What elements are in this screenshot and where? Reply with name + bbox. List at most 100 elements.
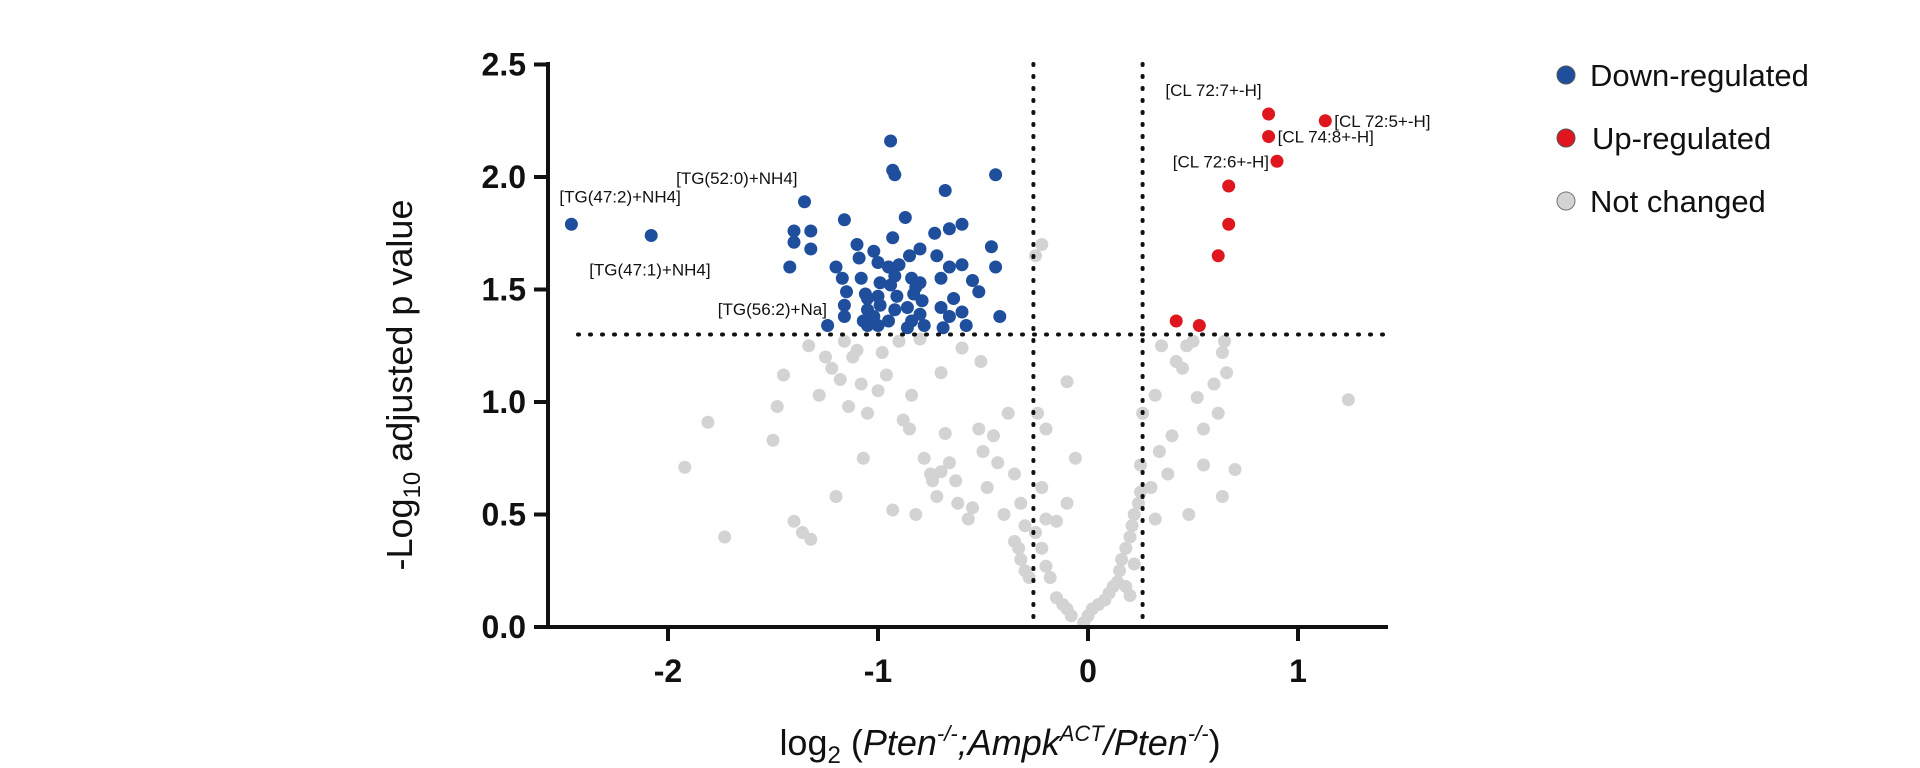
y-tick-label: 0.0 [482, 609, 526, 645]
point-annotation: [CL 72:7+-H] [1165, 81, 1261, 100]
point-down-regulated [867, 244, 881, 258]
point-not-changed [972, 422, 986, 436]
point-not-changed [825, 361, 839, 375]
point-not-changed [1008, 467, 1021, 481]
point-down-regulated [984, 240, 998, 254]
point-not-changed [1068, 451, 1082, 465]
point-not-changed [1039, 512, 1053, 526]
y-tick-label: 2.0 [482, 159, 526, 195]
x-axis-title-gene1-sup: -/- [937, 721, 958, 746]
point-not-changed [1341, 393, 1355, 407]
x-axis-title-slash: / [1101, 722, 1118, 763]
point-annotation: [TG(47:1)+NH4] [589, 261, 710, 280]
point-not-changed [1190, 391, 1204, 404]
point-down-regulated [882, 260, 895, 274]
x-axis-title-gene3: Pten [1114, 722, 1188, 763]
point-not-changed [1012, 541, 1026, 555]
point-down-regulated [783, 260, 797, 274]
point-down-regulated [913, 307, 927, 321]
point-down-regulated [861, 292, 874, 305]
point-down-regulated [886, 231, 900, 245]
point-down-regulated [884, 278, 898, 292]
point-not-changed [1176, 361, 1189, 375]
x-tick-label: 0 [1079, 653, 1097, 689]
y-axis-title-sub: 10 [399, 472, 426, 499]
x-axis-title-gene1: Pten [863, 722, 937, 763]
point-not-changed [903, 422, 916, 436]
point-not-changed [987, 429, 1000, 443]
y-axis-title-rest: adjusted p value [379, 200, 420, 472]
point-not-changed [1197, 458, 1210, 472]
point-not-changed [837, 334, 851, 348]
point-not-changed [856, 451, 870, 465]
point-down-regulated [966, 274, 979, 287]
point-down-regulated [989, 168, 1003, 182]
point-not-changed [854, 377, 868, 391]
point-not-changed [1115, 553, 1129, 566]
point-down-regulated [942, 310, 956, 323]
threshold-lines [576, 62, 1390, 629]
point-down-regulated [942, 222, 956, 236]
point-not-changed [1215, 490, 1229, 503]
point-not-changed [1161, 467, 1175, 481]
legend-label-up: Up-regulated [1592, 121, 1771, 156]
point-not-changed [1001, 406, 1015, 420]
point-not-changed [1119, 580, 1133, 593]
point-up-regulated [1211, 249, 1225, 263]
point-down-regulated [900, 301, 914, 314]
x-axis-title-gene2: Ampk [966, 722, 1062, 763]
point-up-regulated [1222, 179, 1236, 193]
point-up-regulated [1262, 130, 1276, 143]
point-not-changed [1060, 496, 1074, 510]
point-not-changed [1207, 377, 1221, 391]
point-down-regulated [837, 213, 851, 227]
point-not-changed [980, 481, 994, 494]
point-not-changed [1152, 445, 1166, 458]
x-axis-title-prefix: log [779, 722, 827, 763]
point-up-regulated [1222, 217, 1236, 231]
point-not-changed [1029, 526, 1042, 539]
point-down-regulated [888, 168, 902, 182]
point-down-regulated [884, 134, 898, 148]
point-not-changed [1220, 366, 1234, 380]
point-down-regulated [993, 310, 1007, 323]
point-not-changed [909, 508, 923, 521]
point-down-regulated [835, 271, 849, 285]
point-down-regulated [972, 285, 986, 299]
point-not-changed [1165, 429, 1179, 443]
point-down-regulated [955, 305, 969, 319]
point-up-regulated [1318, 114, 1332, 128]
point-up-regulated [1169, 314, 1183, 328]
point-annotation: [TG(47:2)+NH4] [559, 187, 680, 206]
x-tick-label: -2 [654, 653, 682, 689]
point-not-changed [1029, 249, 1042, 263]
point-down-regulated [934, 301, 948, 314]
point-not-changed [787, 514, 801, 528]
y-tick-label: 1.5 [482, 272, 526, 308]
point-down-regulated [873, 276, 887, 290]
point-down-regulated [928, 226, 942, 240]
point-not-changed [976, 445, 990, 458]
point-not-changed [917, 451, 931, 465]
legend-marker-unchanged [1556, 191, 1576, 211]
point-not-changed [861, 406, 874, 420]
point-not-changed [701, 415, 715, 429]
point-not-changed [842, 400, 856, 413]
point-not-changed [1155, 339, 1168, 353]
point-not-changed [1035, 541, 1049, 555]
points-layer [564, 107, 1355, 629]
point-not-changed [991, 456, 1005, 470]
point-not-changed [875, 346, 889, 359]
point-not-changed [1186, 334, 1200, 348]
point-down-regulated [903, 249, 916, 263]
point-not-changed [1182, 508, 1196, 521]
point-not-changed [926, 474, 940, 488]
point-not-changed [1014, 553, 1028, 566]
point-down-regulated [821, 319, 835, 332]
point-not-changed [1125, 519, 1139, 533]
point-not-changed [896, 413, 910, 427]
axes [546, 62, 1388, 629]
point-not-changed [1215, 346, 1229, 359]
point-not-changed [850, 343, 864, 357]
point-not-changed [1228, 463, 1242, 476]
